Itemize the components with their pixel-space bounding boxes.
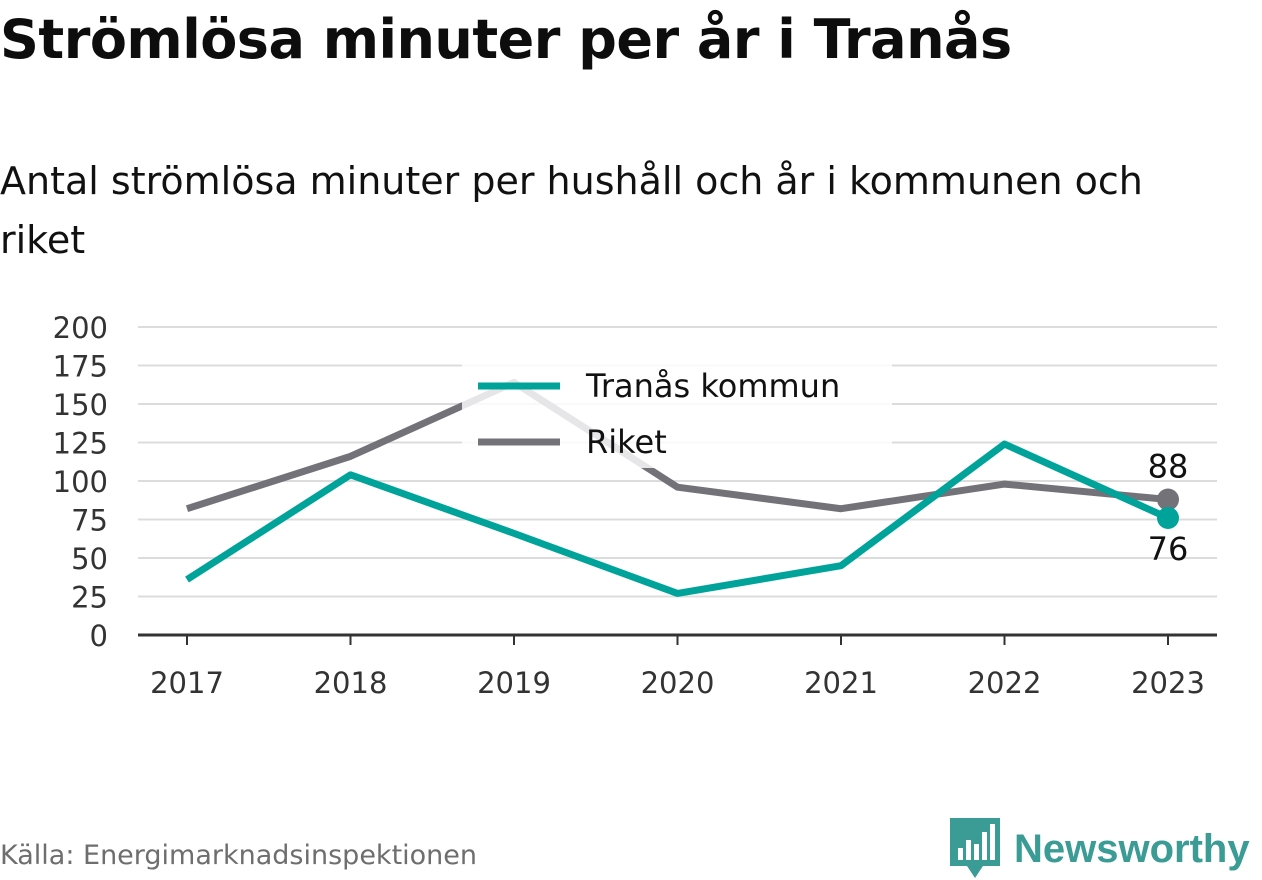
x-tick-label: 2017 (150, 666, 224, 700)
logo-wordmark: Newsworthy (1014, 827, 1250, 872)
end-label-riket: 88 (1148, 447, 1189, 485)
x-tick-label: 2020 (641, 666, 715, 700)
legend-label: Riket (586, 423, 667, 461)
y-tick-label: 200 (53, 311, 108, 345)
x-tick-label: 2019 (477, 666, 551, 700)
x-tick-label: 2018 (314, 666, 388, 700)
y-tick-label: 75 (71, 504, 108, 538)
newsworthy-logo: Newsworthy (950, 818, 1250, 880)
y-tick-label: 125 (53, 427, 108, 461)
y-tick-label: 50 (71, 542, 108, 576)
chart-title: Strömlösa minuter per år i Tranås (0, 8, 1012, 71)
y-tick-label: 25 (71, 581, 108, 615)
newsworthy-logo-icon (950, 818, 1000, 880)
end-label-tranas: 76 (1148, 530, 1189, 568)
x-tick-label: 2022 (968, 666, 1042, 700)
y-tick-label: 100 (53, 465, 108, 499)
y-axis: 0 25 50 75 100 125 150 175 200 (53, 311, 108, 653)
data-point (1157, 507, 1179, 529)
y-tick-label: 150 (53, 388, 108, 422)
source-note: Källa: Energimarknadsinspektionen (0, 840, 477, 871)
y-tick-label: 0 (90, 619, 108, 653)
x-tick-label: 2023 (1131, 666, 1205, 700)
y-tick-label: 175 (53, 350, 108, 384)
x-tick-label: 2021 (804, 666, 878, 700)
legend-label: Tranås kommun (585, 367, 840, 405)
chart-subtitle: Antal strömlösa minuter per hushåll och … (0, 152, 1240, 270)
legend: Tranås kommun Riket (462, 358, 892, 468)
x-axis: 2017 2018 2019 2020 2021 2022 2023 (138, 635, 1217, 700)
